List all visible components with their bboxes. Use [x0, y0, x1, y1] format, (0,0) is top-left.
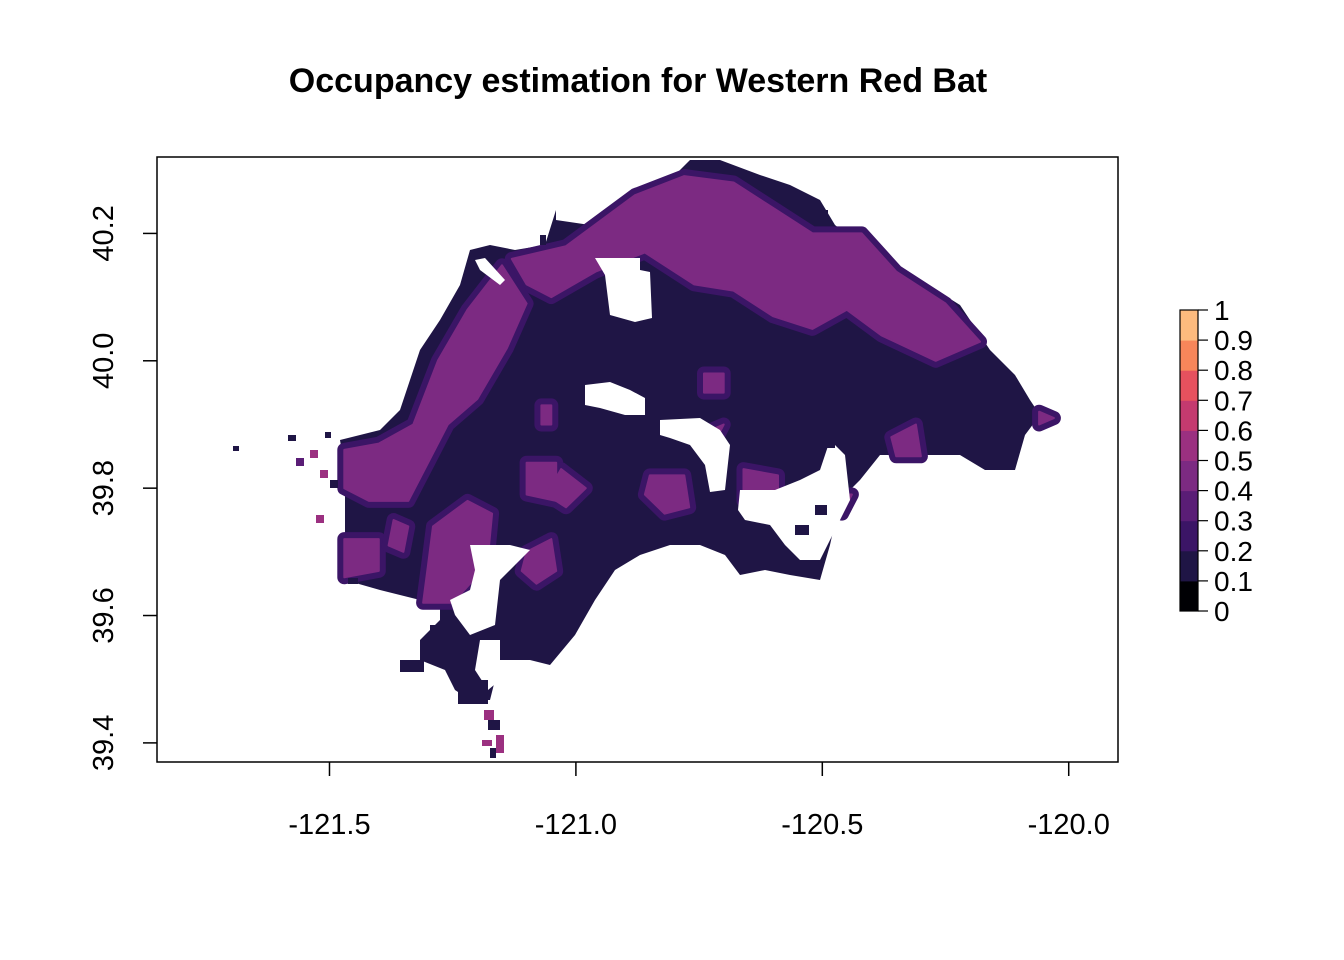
occupancy-region-patch-e3 — [1038, 410, 1055, 426]
y-tick-label: 39.8 — [88, 460, 120, 516]
x-tick-label: -120.0 — [1028, 809, 1110, 841]
legend-label: 0.5 — [1214, 446, 1253, 477]
legend-label: 0.9 — [1214, 325, 1253, 356]
y-tick-label: 39.4 — [88, 715, 120, 771]
legend-swatch — [1180, 550, 1198, 582]
legend-label: 0.6 — [1214, 415, 1253, 446]
occupancy-region-patch-sw2 — [520, 538, 558, 585]
legend-swatch — [1180, 460, 1198, 492]
color-legend: 00.10.20.30.40.50.60.70.80.91 — [1179, 295, 1253, 627]
gap-southeast — [738, 440, 850, 560]
occupancy-region-patch-m1 — [643, 474, 691, 515]
x-tick-label: -121.5 — [288, 809, 370, 841]
legend-label: 0.1 — [1214, 566, 1253, 597]
legend-label: 0.8 — [1214, 355, 1253, 386]
gap-south-tail — [475, 640, 500, 690]
x-tick-label: -121.0 — [535, 809, 617, 841]
legend-swatch — [1180, 430, 1198, 461]
occupancy-region-west-edge — [343, 538, 380, 579]
legend-swatch — [1180, 370, 1198, 401]
x-tick-label: -120.5 — [781, 809, 863, 841]
legend-label: 0.2 — [1214, 536, 1253, 567]
legend-label: 0 — [1214, 596, 1230, 627]
occupancy-region-patch-c2 — [545, 468, 587, 509]
gap-northwest-notch — [475, 258, 505, 285]
plot-frame — [156, 156, 1119, 763]
legend-swatch — [1180, 520, 1198, 552]
legend-label: 0.3 — [1214, 506, 1253, 537]
gap-south — [450, 545, 530, 635]
occupancy-region-patch-m3 — [703, 372, 725, 394]
map-title: Occupancy estimation for Western Red Bat — [289, 62, 987, 100]
legend-label: 0.7 — [1214, 385, 1253, 416]
no-data-gaps — [450, 258, 850, 690]
legend-swatch — [1180, 340, 1198, 371]
gap-central — [585, 382, 645, 415]
occupancy-region-west-band — [343, 264, 528, 502]
legend-swatch — [1180, 580, 1198, 612]
y-axis: 39.4 39.6 39.8 40.0 40.2 — [88, 205, 157, 771]
legend-swatch — [1180, 490, 1198, 522]
occupancy-region-patch-sw1 — [387, 519, 410, 553]
legend-swatch — [1180, 400, 1198, 431]
scattered-pixels — [233, 210, 835, 758]
gap-east-center — [660, 418, 730, 492]
legend-label: 0.4 — [1214, 476, 1253, 507]
high-occupancy-regions — [337, 169, 1061, 610]
legend-swatch — [1180, 310, 1198, 341]
occupancy-region-patch-c3 — [540, 404, 553, 426]
gap-north — [595, 258, 652, 322]
y-tick-label: 39.6 — [88, 587, 120, 643]
occupancy-region-patch-e1 — [890, 423, 922, 458]
legend-label: 1 — [1214, 295, 1230, 326]
y-tick-label: 40.0 — [88, 333, 120, 389]
x-axis: -121.5 -121.0 -120.5 -120.0 — [288, 762, 1110, 841]
y-tick-label: 40.2 — [88, 205, 120, 261]
map-raster-layer — [233, 160, 1061, 758]
